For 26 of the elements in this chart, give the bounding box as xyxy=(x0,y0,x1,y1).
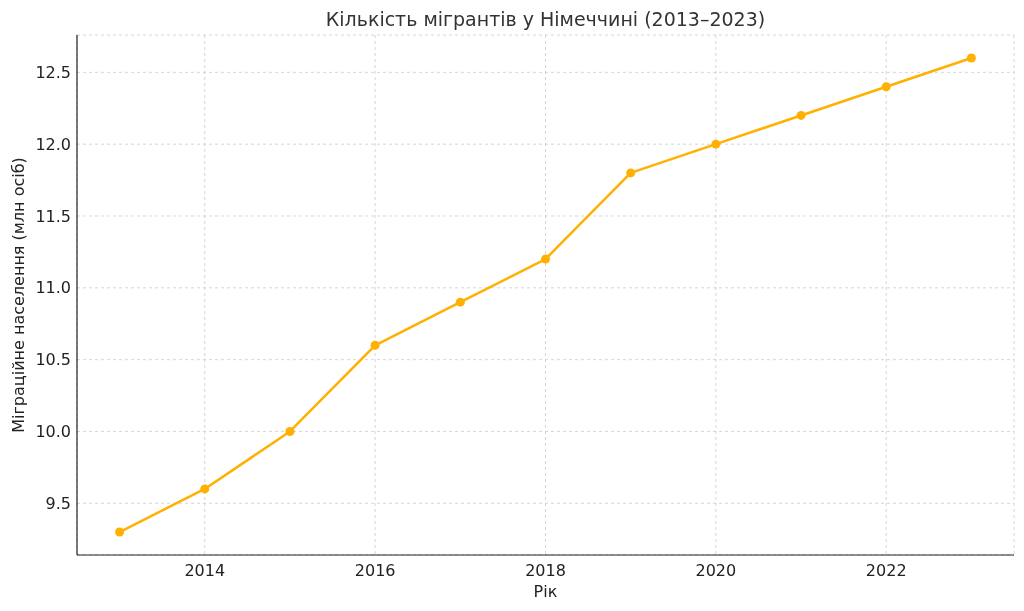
y-tick-label: 12.0 xyxy=(35,134,71,154)
y-tick-label: 9.5 xyxy=(45,493,71,513)
point xyxy=(881,82,891,92)
point xyxy=(626,168,636,178)
point xyxy=(966,53,976,63)
x-tick-label: 2014 xyxy=(184,561,226,581)
point xyxy=(711,139,721,149)
point xyxy=(115,527,125,537)
point xyxy=(541,254,550,264)
y-tick-label: 10.0 xyxy=(35,422,71,442)
point xyxy=(285,426,295,436)
point xyxy=(796,110,806,120)
chart-title: Кількість мігрантів у Німеччині (2013–2023) xyxy=(325,8,766,30)
point xyxy=(455,297,465,307)
point xyxy=(200,484,210,494)
x-tick-label: 2018 xyxy=(525,561,566,581)
y-tick-label: 11.5 xyxy=(35,206,71,226)
x-tick-label: 2020 xyxy=(695,561,737,581)
y-tick-label: 10.5 xyxy=(35,350,71,370)
x-tick-label: 2016 xyxy=(354,561,396,581)
y-tick-label: 12.5 xyxy=(35,63,71,83)
x-tick-label: 2022 xyxy=(865,561,907,581)
x-axis-title: Рік xyxy=(533,581,558,601)
y-axis-title: Міграційне населення (млн осіб) xyxy=(8,157,28,433)
point xyxy=(370,340,380,350)
y-tick-label: 11.0 xyxy=(35,278,71,298)
